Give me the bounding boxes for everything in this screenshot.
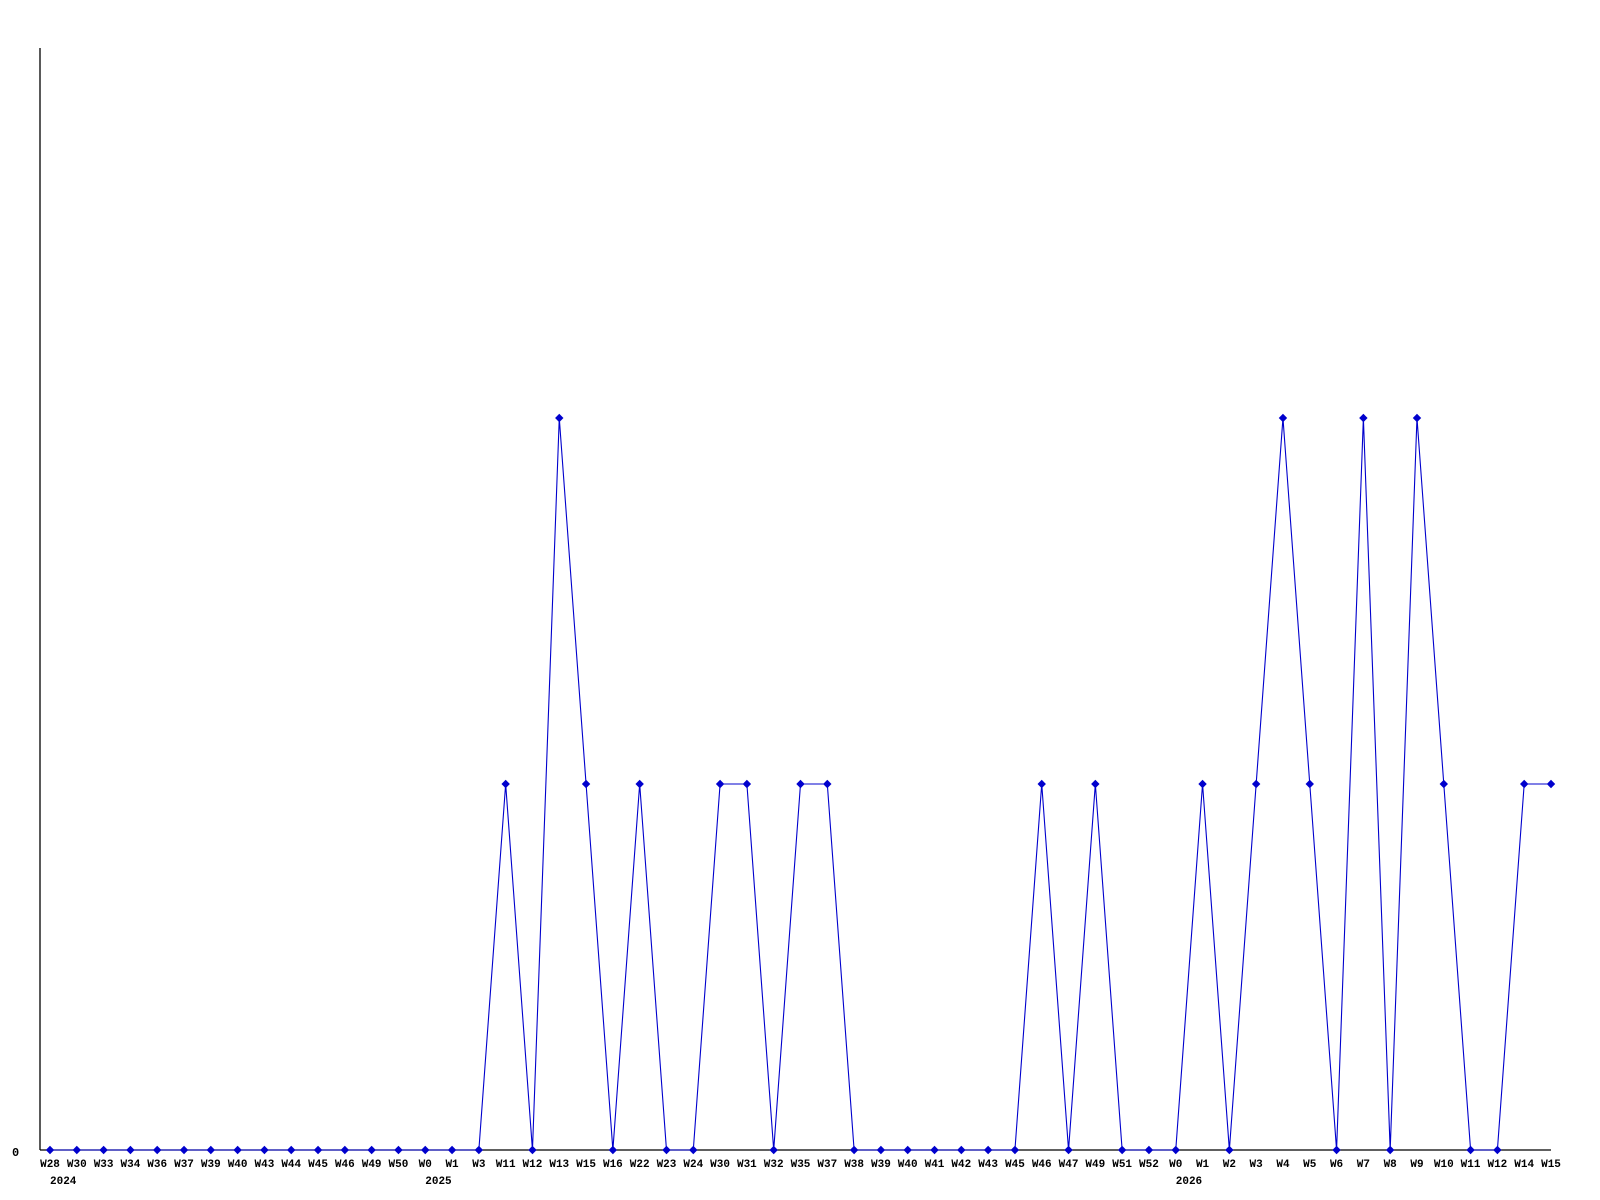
svg-text:2024: 2024 [50,1176,77,1188]
svg-text:W40: W40 [228,1159,248,1171]
svg-text:W16: W16 [603,1159,623,1171]
svg-text:W35: W35 [791,1159,811,1171]
svg-text:W23: W23 [657,1159,677,1171]
svg-text:W49: W49 [1085,1159,1105,1171]
svg-text:W40: W40 [898,1159,918,1171]
svg-text:W7: W7 [1357,1159,1370,1171]
svg-text:W44: W44 [281,1159,301,1171]
svg-text:W9: W9 [1410,1159,1423,1171]
svg-text:W13: W13 [549,1159,569,1171]
svg-text:W12: W12 [523,1159,543,1171]
svg-text:W3: W3 [1250,1159,1264,1171]
svg-text:W45: W45 [1005,1159,1025,1171]
svg-text:W10: W10 [1434,1159,1454,1171]
svg-text:W51: W51 [1112,1159,1132,1171]
svg-text:W1: W1 [445,1159,459,1171]
svg-text:W38: W38 [844,1159,864,1171]
svg-text:W12: W12 [1487,1159,1507,1171]
svg-text:W41: W41 [925,1159,945,1171]
svg-text:2025: 2025 [425,1176,452,1188]
svg-text:W49: W49 [362,1159,382,1171]
svg-text:W43: W43 [978,1159,998,1171]
svg-text:W43: W43 [255,1159,275,1171]
svg-text:W28: W28 [40,1159,60,1171]
svg-text:W0: W0 [419,1159,432,1171]
svg-text:W42: W42 [951,1159,971,1171]
svg-text:2026: 2026 [1176,1176,1202,1188]
svg-text:W37: W37 [817,1159,837,1171]
svg-text:W46: W46 [335,1159,355,1171]
svg-text:W14: W14 [1514,1159,1534,1171]
svg-text:W39: W39 [871,1159,891,1171]
svg-text:W24: W24 [683,1159,703,1171]
svg-text:W15: W15 [1541,1159,1561,1171]
svg-text:W3: W3 [472,1159,486,1171]
svg-text:W5: W5 [1303,1159,1317,1171]
svg-text:W47: W47 [1059,1159,1079,1171]
svg-text:W30: W30 [710,1159,730,1171]
svg-text:W30: W30 [67,1159,87,1171]
svg-text:W50: W50 [389,1159,409,1171]
svg-text:W1: W1 [1196,1159,1210,1171]
svg-text:W39: W39 [201,1159,221,1171]
svg-text:W2: W2 [1223,1159,1236,1171]
svg-text:W15: W15 [576,1159,596,1171]
svg-text:W33: W33 [94,1159,114,1171]
svg-text:0: 0 [12,1146,19,1160]
svg-text:W31: W31 [737,1159,757,1171]
svg-text:W34: W34 [121,1159,141,1171]
svg-text:W11: W11 [1461,1159,1481,1171]
svg-text:W4: W4 [1276,1159,1290,1171]
svg-text:W11: W11 [496,1159,516,1171]
svg-text:W22: W22 [630,1159,650,1171]
svg-text:W6: W6 [1330,1159,1343,1171]
svg-text:W0: W0 [1169,1159,1182,1171]
svg-text:W46: W46 [1032,1159,1052,1171]
svg-text:W45: W45 [308,1159,328,1171]
svg-text:W37: W37 [174,1159,194,1171]
svg-text:W52: W52 [1139,1159,1159,1171]
svg-text:W36: W36 [147,1159,167,1171]
svg-text:W8: W8 [1384,1159,1398,1171]
svg-text:W32: W32 [764,1159,784,1171]
